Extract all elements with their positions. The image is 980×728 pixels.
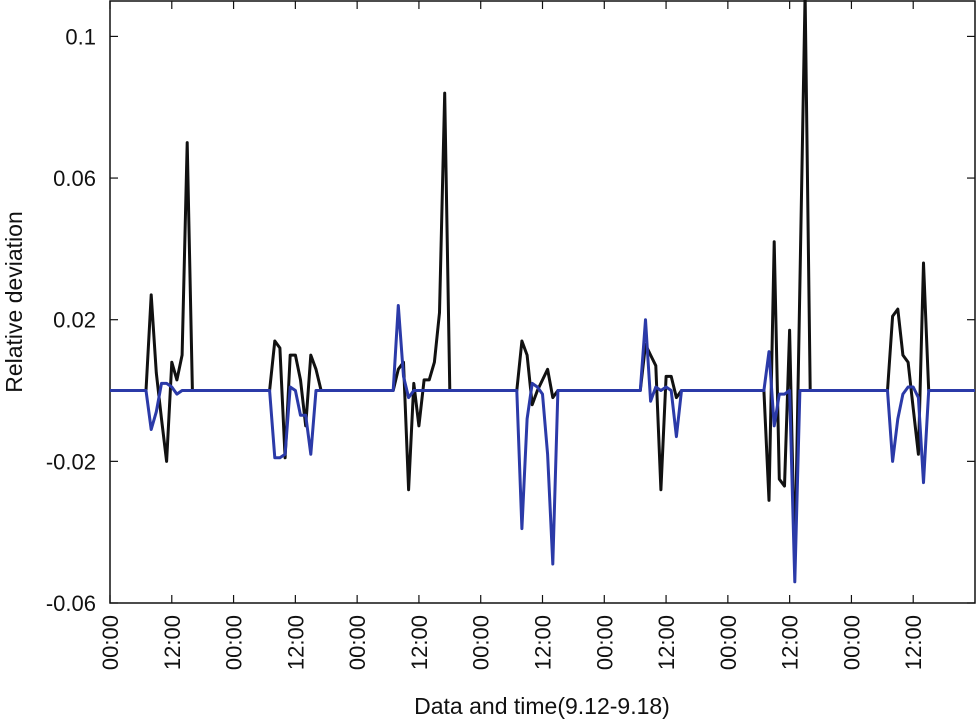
x-tick-label: 00:00: [345, 615, 370, 670]
y-tick-label: -0.06: [46, 591, 96, 616]
x-axis-label: Data and time(9.12-9.18): [414, 693, 670, 719]
x-tick-label: 12:00: [160, 615, 185, 670]
x-tick-label: 12:00: [283, 615, 308, 670]
y-axis-label: Relative deviation: [1, 211, 27, 393]
y-axis-ticks: -0.06 -0.02 0.02 0.06 0.1: [46, 24, 975, 616]
y-tick-label: 0.02: [53, 308, 96, 333]
x-axis-ticks: 00:00 12:00 00:00 12:00 00:00 12:00 00:00 12:00…: [98, 1, 926, 670]
x-tick-label: 12:00: [654, 615, 679, 670]
y-tick-label: 0.1: [65, 24, 96, 49]
x-tick-label: 12:00: [531, 615, 556, 670]
series-layer: [110, 0, 975, 584]
x-tick-label: 00:00: [98, 615, 123, 670]
x-tick-label: 00:00: [592, 615, 617, 670]
x-tick-label: 00:00: [839, 615, 864, 670]
x-tick-label: 12:00: [901, 615, 926, 670]
x-tick-label: 12:00: [407, 615, 432, 670]
plot-frame: [109, 0, 976, 604]
y-tick-label: 0.06: [53, 166, 96, 191]
x-tick-label: 12:00: [778, 615, 803, 670]
x-tick-label: 00:00: [469, 615, 494, 670]
y-tick-label: -0.02: [46, 449, 96, 474]
x-tick-label: 00:00: [222, 615, 247, 670]
x-tick-label: 00:00: [716, 615, 741, 670]
series-line-2: [110, 304, 975, 584]
